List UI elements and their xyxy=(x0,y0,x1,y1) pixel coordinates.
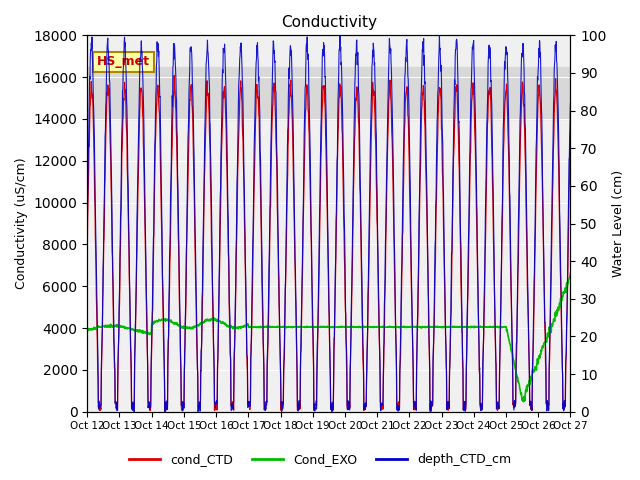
Legend: cond_CTD, Cond_EXO, depth_CTD_cm: cond_CTD, Cond_EXO, depth_CTD_cm xyxy=(124,448,516,471)
Text: HS_met: HS_met xyxy=(97,56,150,69)
Title: Conductivity: Conductivity xyxy=(281,15,377,30)
Y-axis label: Water Level (cm): Water Level (cm) xyxy=(612,170,625,277)
Y-axis label: Conductivity (uS/cm): Conductivity (uS/cm) xyxy=(15,158,28,289)
Bar xyxy=(87,67,570,119)
